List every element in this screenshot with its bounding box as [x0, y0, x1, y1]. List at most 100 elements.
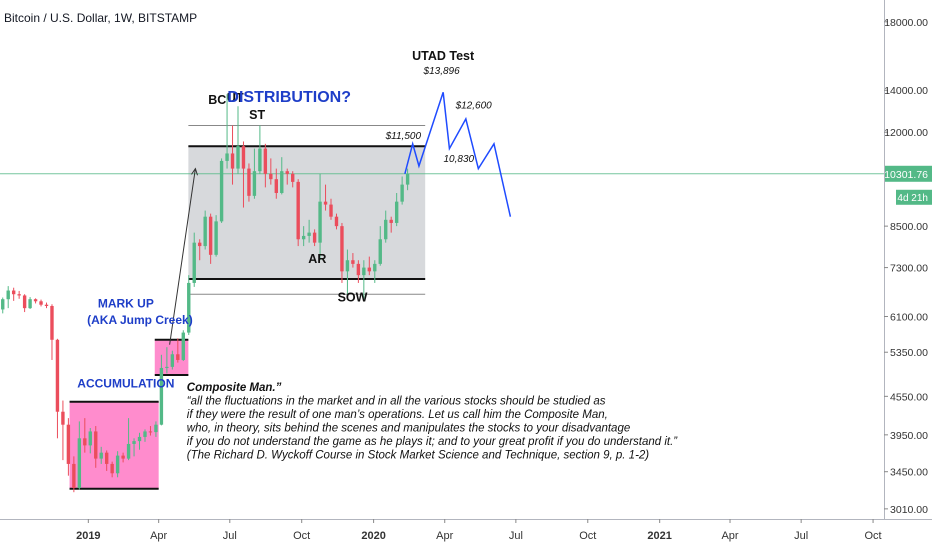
candle — [307, 219, 311, 243]
candle — [165, 347, 169, 374]
candle-body — [378, 239, 382, 264]
candle-body — [301, 235, 306, 240]
candle-body — [367, 267, 372, 272]
candle-body — [6, 290, 10, 300]
y-tick-label: 3010.00 — [890, 504, 928, 516]
candle — [11, 287, 16, 301]
candle-body — [55, 339, 60, 412]
annotation-11-500: $11,500 — [385, 131, 422, 142]
candle — [99, 446, 103, 464]
y-tick-label: 4550.00 — [890, 391, 928, 403]
candle — [394, 192, 399, 227]
candle-body — [165, 366, 169, 368]
countdown-label: 4d 21h — [897, 193, 928, 204]
candle — [378, 226, 382, 266]
annotation-ar: AR — [308, 252, 326, 266]
candle — [39, 299, 43, 307]
zone-accumulation — [69, 401, 159, 489]
candle — [329, 198, 333, 220]
candle-body — [170, 354, 175, 367]
candle-body — [77, 438, 82, 488]
candle — [291, 171, 295, 188]
x-tick-label: 2021 — [647, 530, 671, 542]
y-tick-label: 3950.00 — [890, 430, 928, 442]
candle-body — [219, 160, 224, 222]
candle-body — [44, 304, 49, 306]
candle-body — [110, 463, 114, 474]
candle-body — [323, 201, 328, 205]
candle-body — [384, 219, 388, 240]
x-tick-label: Apr — [436, 530, 453, 542]
candle-body — [362, 267, 366, 276]
candle — [55, 338, 60, 439]
candle — [94, 426, 98, 468]
candle — [384, 210, 388, 243]
candle — [389, 216, 393, 233]
annotation-mark-up: MARK UP — [98, 297, 154, 311]
candle — [17, 290, 21, 299]
candle — [176, 338, 180, 363]
candle-body — [263, 148, 268, 174]
candle-body — [115, 455, 120, 474]
candle — [72, 456, 76, 493]
candle-body — [247, 168, 251, 196]
candle — [28, 297, 32, 310]
candle — [143, 429, 147, 442]
x-tick-label: Jul — [223, 530, 237, 542]
candle-body — [329, 204, 333, 217]
x-tick-label: Jul — [794, 530, 808, 542]
candle-body — [307, 232, 311, 236]
candle-body — [22, 295, 27, 309]
x-tick-label: 2020 — [361, 530, 385, 542]
candle-body — [269, 173, 273, 180]
candle — [405, 168, 410, 191]
candle — [258, 125, 262, 174]
annotation-aka-jump-creek: (AKA Jump Creek) — [87, 313, 193, 327]
projection-layer — [169, 92, 512, 345]
candle — [214, 215, 218, 257]
y-tick-label: 12000.00 — [884, 127, 928, 139]
countdown-badge-bg — [896, 189, 932, 205]
y-tick-label: 18000.00 — [884, 17, 928, 29]
candle — [208, 213, 213, 264]
candle-body — [296, 181, 300, 240]
candle — [373, 260, 377, 283]
annotation-12-600: $12,600 — [455, 100, 493, 111]
candle — [22, 294, 27, 313]
candle — [181, 330, 185, 362]
annotations-layer: BC UT ST AR SOW UTAD Test DISTRIBUTION? ACCUMUL… — [77, 49, 492, 391]
candle-body — [99, 452, 103, 459]
current-price-badge: 10301.76 4d 21h — [884, 165, 932, 205]
candle — [61, 400, 65, 461]
candle — [345, 249, 350, 296]
candle-body — [225, 153, 229, 161]
candle-body — [340, 226, 344, 272]
annotation-10-830: 10,830 — [444, 154, 475, 165]
candle — [83, 418, 87, 453]
markup-arrow-line — [169, 168, 196, 345]
candle-body — [126, 443, 131, 459]
candle-body — [312, 232, 317, 243]
candle — [296, 179, 300, 247]
quote-line: (The Richard D. Wyckoff Course in Stock … — [187, 450, 650, 462]
candle — [104, 450, 109, 471]
x-tick-label: Apr — [150, 530, 167, 542]
candle-body — [104, 452, 109, 464]
candle — [241, 141, 246, 208]
x-tick-label: Oct — [579, 530, 596, 542]
candle-body — [154, 424, 158, 433]
candle-body — [66, 424, 71, 464]
zone-distribution — [188, 146, 426, 280]
candle-body — [159, 367, 164, 425]
candle — [400, 176, 404, 205]
y-tick-label: 7300.00 — [890, 263, 928, 275]
candles-layer — [1, 94, 410, 493]
candle-body — [373, 263, 377, 272]
candle-body — [94, 431, 98, 459]
candle — [33, 298, 38, 304]
markup-arrow-head — [191, 167, 198, 176]
y-tick-label: 3450.00 — [890, 467, 928, 479]
